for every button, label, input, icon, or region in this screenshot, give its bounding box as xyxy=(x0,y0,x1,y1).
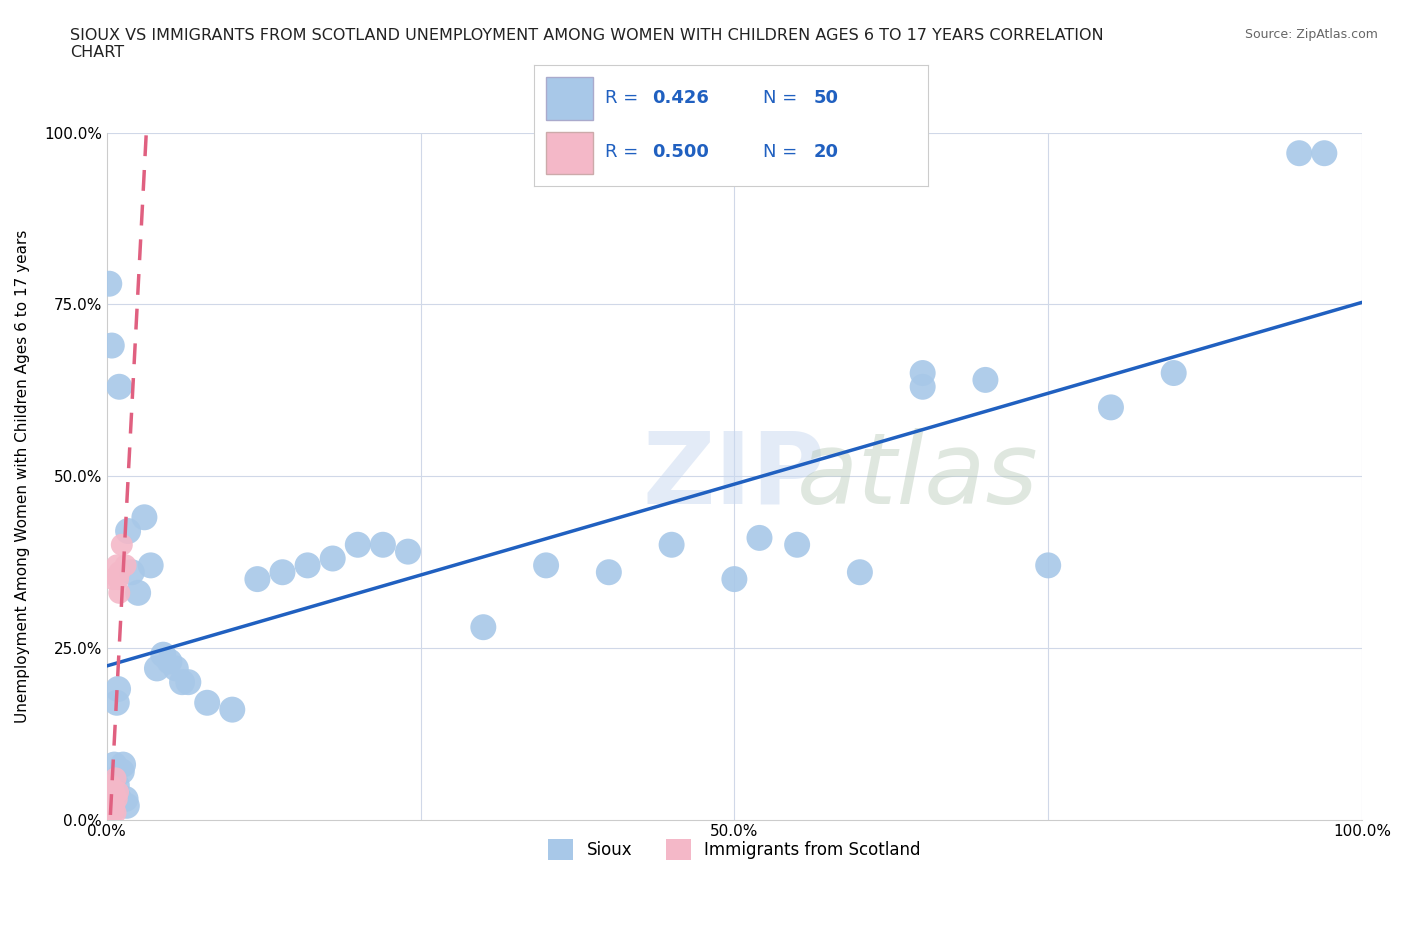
Bar xyxy=(546,131,593,174)
Point xyxy=(108,791,131,806)
Text: ZIP: ZIP xyxy=(643,428,825,525)
Bar xyxy=(546,77,593,120)
Text: 20: 20 xyxy=(814,143,839,161)
Text: 0.500: 0.500 xyxy=(652,143,709,161)
Text: N =: N = xyxy=(762,88,803,107)
Point xyxy=(103,757,125,772)
Point xyxy=(139,558,162,573)
Point xyxy=(100,339,122,353)
Point xyxy=(107,682,129,697)
Point xyxy=(221,702,243,717)
Point xyxy=(165,661,187,676)
Y-axis label: Unemployment Among Women with Children Ages 6 to 17 years: Unemployment Among Women with Children A… xyxy=(15,230,30,723)
Point xyxy=(661,538,683,552)
Text: 50: 50 xyxy=(814,88,839,107)
Point xyxy=(108,379,131,394)
Text: N =: N = xyxy=(762,143,803,161)
Text: Source: ZipAtlas.com: Source: ZipAtlas.com xyxy=(1244,28,1378,41)
Point xyxy=(101,791,124,806)
Point xyxy=(105,777,128,792)
Text: atlas: atlas xyxy=(797,428,1039,525)
Text: SIOUX VS IMMIGRANTS FROM SCOTLAND UNEMPLOYMENT AMONG WOMEN WITH CHILDREN AGES 6 : SIOUX VS IMMIGRANTS FROM SCOTLAND UNEMPL… xyxy=(70,28,1104,60)
Point xyxy=(107,572,129,587)
Point xyxy=(371,538,394,552)
Point xyxy=(911,365,934,380)
Point xyxy=(115,798,138,813)
Point xyxy=(104,785,127,800)
Point xyxy=(103,798,125,813)
Point xyxy=(105,791,128,806)
Point xyxy=(105,558,128,573)
Point xyxy=(974,372,997,387)
Point xyxy=(98,276,121,291)
Point xyxy=(111,538,134,552)
Point xyxy=(104,805,127,820)
Point xyxy=(101,572,124,587)
Point xyxy=(112,757,135,772)
Point xyxy=(534,558,557,573)
Point xyxy=(1288,146,1310,161)
Text: 0.426: 0.426 xyxy=(652,88,709,107)
Point xyxy=(159,654,181,669)
Point xyxy=(100,785,122,800)
Point xyxy=(114,558,136,573)
Point xyxy=(134,510,156,525)
Point xyxy=(100,798,122,813)
Point xyxy=(114,791,136,806)
Point xyxy=(748,530,770,545)
Point xyxy=(170,675,193,690)
Point xyxy=(297,558,319,573)
Point xyxy=(121,565,143,579)
Point xyxy=(598,565,620,579)
Text: R =: R = xyxy=(605,143,644,161)
Point xyxy=(322,551,344,566)
Point xyxy=(103,785,125,800)
Point xyxy=(108,585,131,600)
Point xyxy=(98,805,121,820)
Point xyxy=(723,572,745,587)
Point xyxy=(104,771,127,786)
Point xyxy=(849,565,872,579)
Point xyxy=(107,785,129,800)
Point xyxy=(108,565,131,579)
Point xyxy=(911,379,934,394)
Point xyxy=(127,585,149,600)
Point xyxy=(111,764,134,779)
Point xyxy=(101,805,124,820)
Point xyxy=(100,777,122,792)
Point xyxy=(472,619,495,634)
Point xyxy=(100,798,122,813)
Point xyxy=(246,572,269,587)
Point xyxy=(146,661,169,676)
Point xyxy=(396,544,419,559)
Legend: Sioux, Immigrants from Scotland: Sioux, Immigrants from Scotland xyxy=(541,832,927,866)
Point xyxy=(1313,146,1336,161)
Point xyxy=(1099,400,1122,415)
Point xyxy=(117,524,139,538)
Point xyxy=(105,696,128,711)
Text: R =: R = xyxy=(605,88,644,107)
Point xyxy=(271,565,294,579)
Point xyxy=(195,696,218,711)
Point xyxy=(786,538,808,552)
Point xyxy=(1163,365,1185,380)
Point xyxy=(1038,558,1060,573)
Point xyxy=(152,647,174,662)
Point xyxy=(101,777,124,792)
Point xyxy=(346,538,368,552)
Point xyxy=(177,675,200,690)
